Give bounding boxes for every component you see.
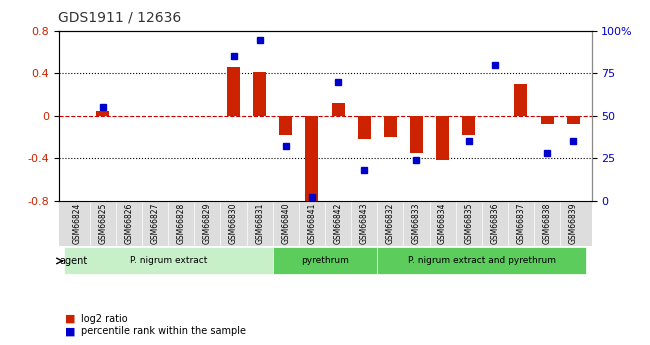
FancyBboxPatch shape <box>377 247 586 275</box>
Text: percentile rank within the sample: percentile rank within the sample <box>81 326 246 336</box>
Text: GSM66833: GSM66833 <box>412 203 421 244</box>
Text: pyrethrum: pyrethrum <box>301 256 349 265</box>
Text: GSM66841: GSM66841 <box>307 203 317 244</box>
Text: GSM66826: GSM66826 <box>125 203 133 244</box>
Bar <box>96 110 109 116</box>
Text: GSM66827: GSM66827 <box>151 203 160 244</box>
Bar <box>332 103 344 116</box>
Bar <box>514 84 528 116</box>
Bar <box>227 67 240 116</box>
Bar <box>253 72 266 116</box>
Text: GSM66834: GSM66834 <box>438 203 447 244</box>
Text: GDS1911 / 12636: GDS1911 / 12636 <box>58 10 182 24</box>
Text: P. nigrum extract and pyrethrum: P. nigrum extract and pyrethrum <box>408 256 556 265</box>
Bar <box>306 116 318 201</box>
Text: GSM66843: GSM66843 <box>359 203 369 244</box>
Text: agent: agent <box>60 256 88 266</box>
Text: GSM66839: GSM66839 <box>569 203 578 244</box>
FancyBboxPatch shape <box>273 247 377 275</box>
Bar <box>541 116 554 124</box>
Bar <box>358 116 370 139</box>
Bar <box>280 116 292 135</box>
Text: GSM66831: GSM66831 <box>255 203 264 244</box>
Text: GSM66840: GSM66840 <box>281 203 291 244</box>
Text: GSM66842: GSM66842 <box>333 203 343 244</box>
Bar <box>567 116 580 124</box>
Text: GSM66825: GSM66825 <box>98 203 107 244</box>
Text: GSM66829: GSM66829 <box>203 203 212 244</box>
Bar <box>436 116 449 160</box>
Text: GSM66824: GSM66824 <box>72 203 81 244</box>
Text: log2 ratio: log2 ratio <box>81 314 128 324</box>
Text: ■: ■ <box>65 314 75 324</box>
Text: ■: ■ <box>65 326 75 336</box>
FancyBboxPatch shape <box>64 247 273 275</box>
Text: GSM66832: GSM66832 <box>386 203 395 244</box>
Text: GSM66837: GSM66837 <box>517 203 525 244</box>
Text: GSM66838: GSM66838 <box>543 203 552 244</box>
Text: GSM66828: GSM66828 <box>177 203 186 244</box>
Text: GSM66836: GSM66836 <box>490 203 499 244</box>
Bar <box>410 116 423 153</box>
Text: P. nigrum extract: P. nigrum extract <box>129 256 207 265</box>
Bar <box>384 116 397 137</box>
Bar <box>462 116 475 135</box>
Text: GSM66830: GSM66830 <box>229 203 238 244</box>
Text: GSM66835: GSM66835 <box>464 203 473 244</box>
